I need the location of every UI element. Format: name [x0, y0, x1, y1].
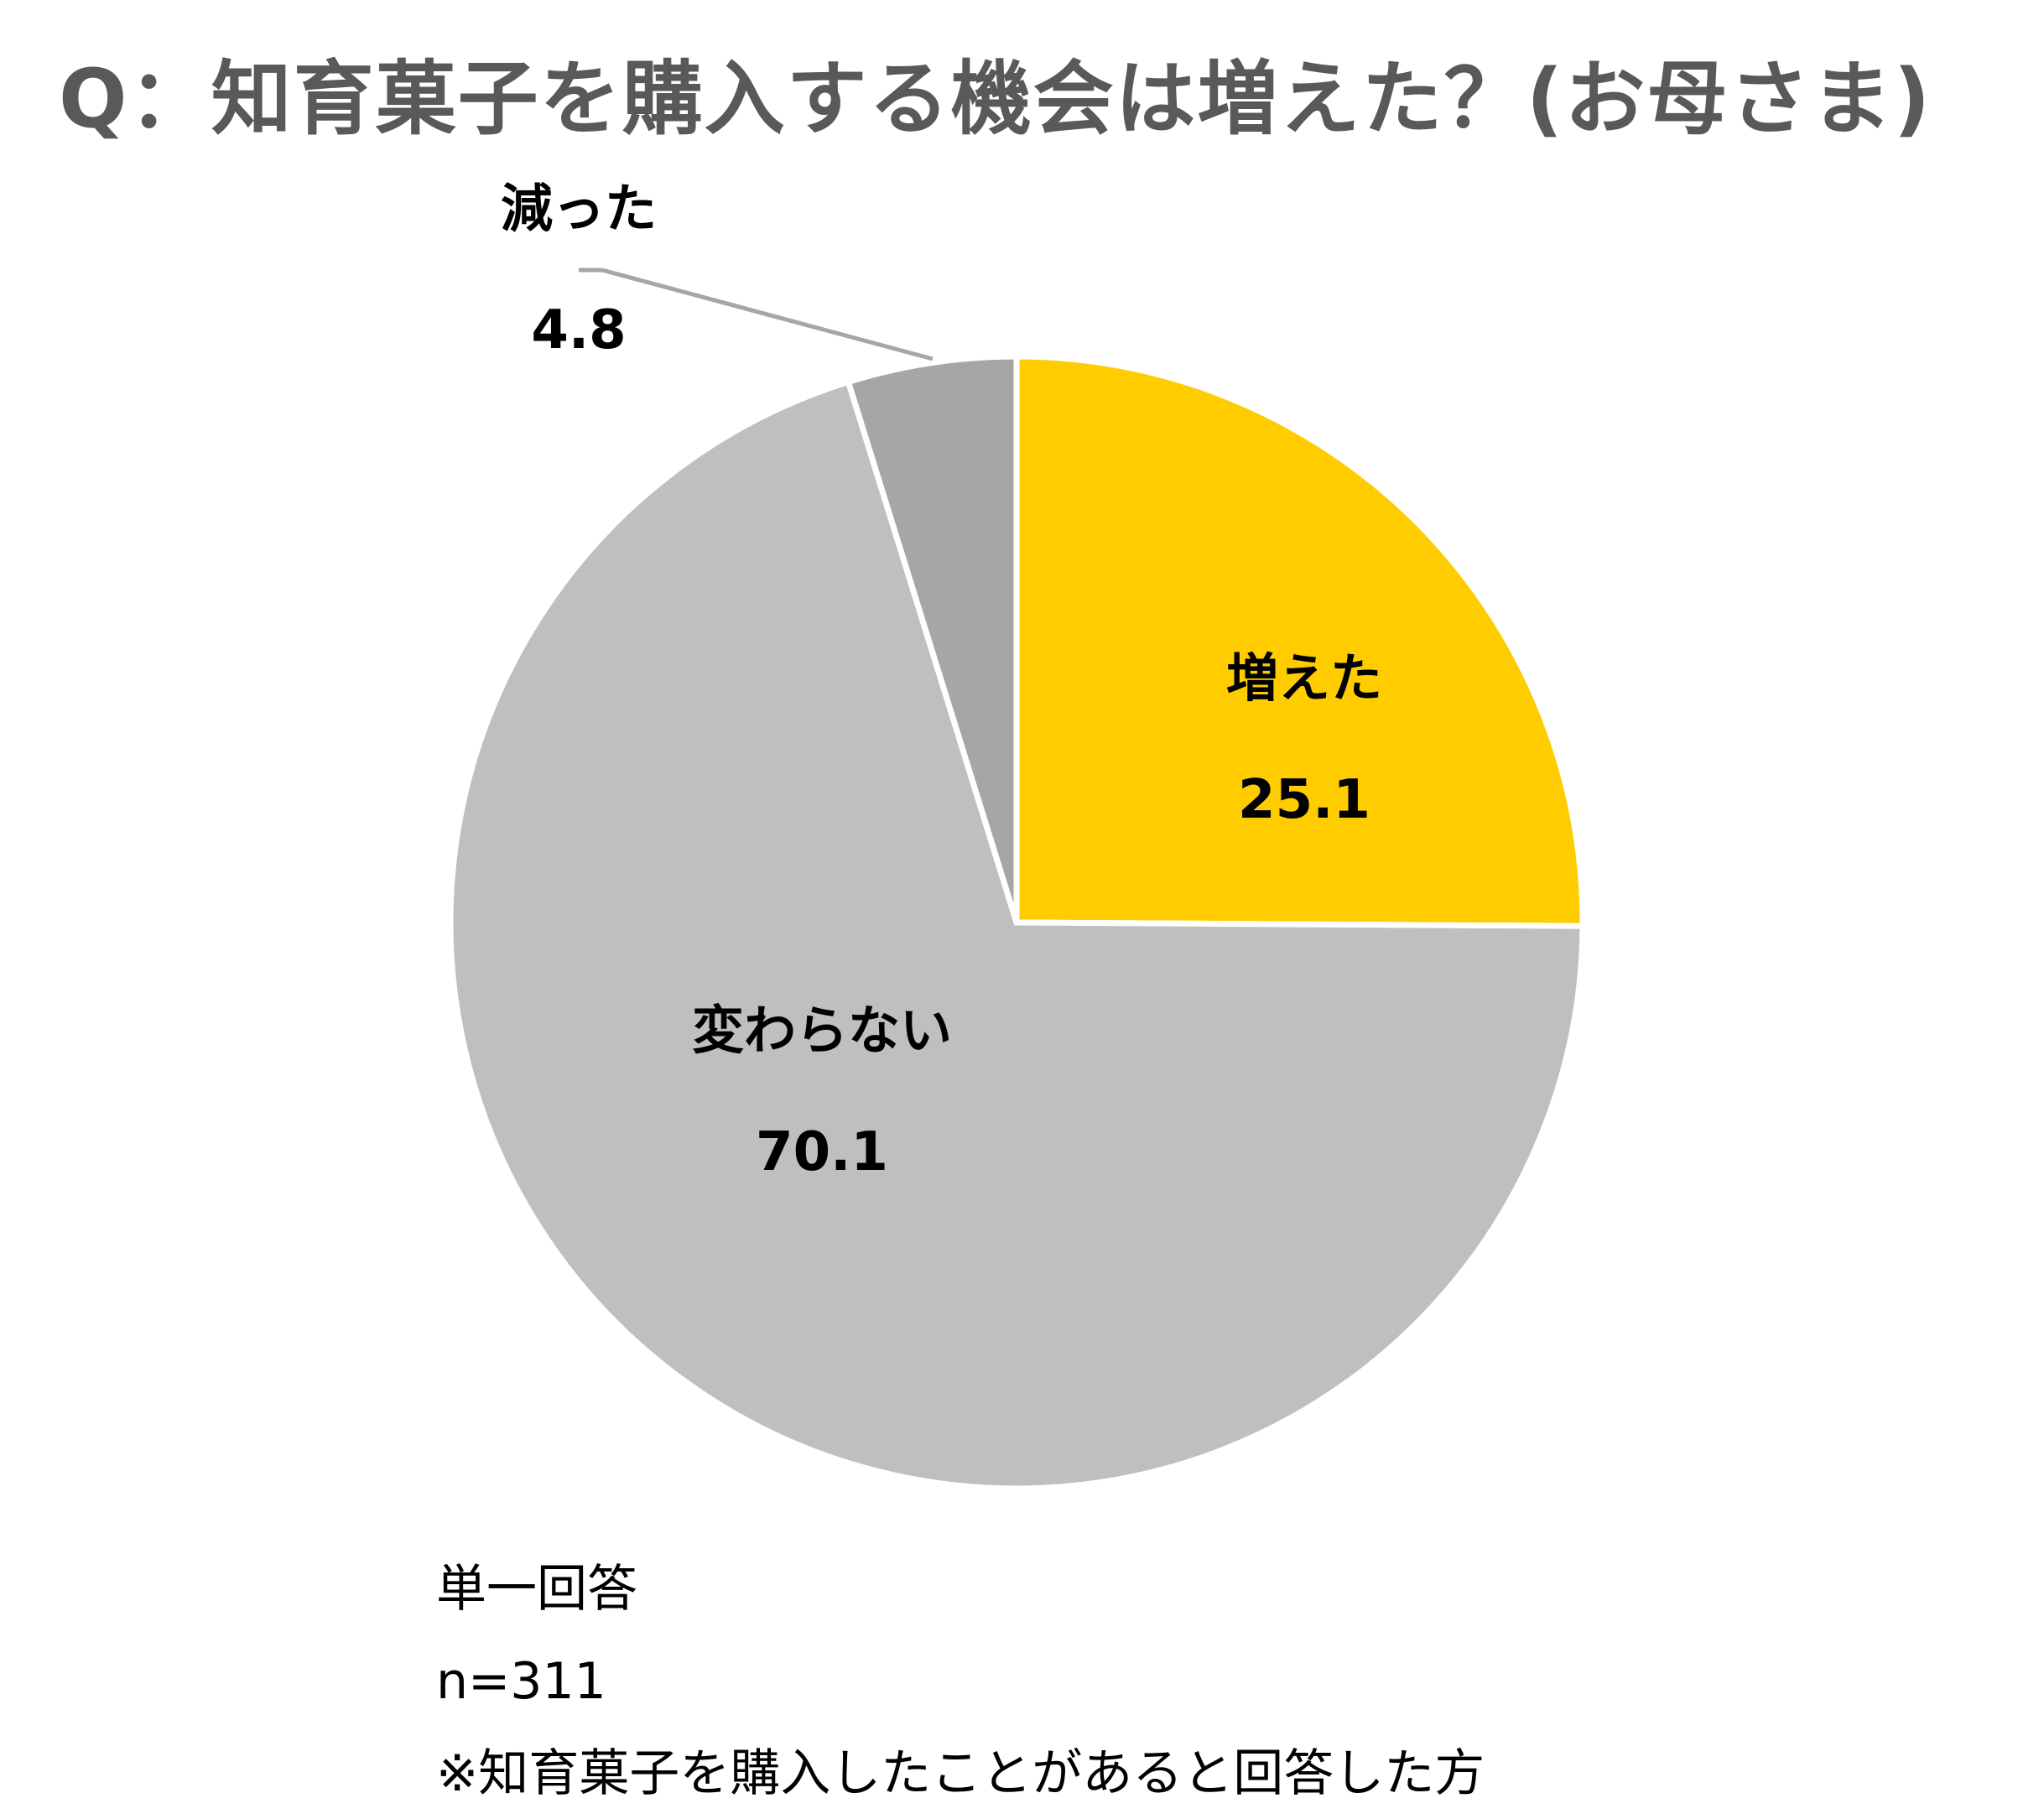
pie-labels: 増えた 25.1 変わらない 70.1 減った 4.8 — [501, 178, 1382, 1183]
slice-unchanged — [447, 378, 1586, 1492]
answer-type-note: 単一回答 — [436, 1560, 637, 1619]
slice-value-decreased: 4.8 — [531, 299, 626, 361]
chart-notes: 単一回答 n=311 ※知育菓子を購入したことがあると回答した方 — [436, 1543, 1485, 1819]
slice-label-increased: 増えた — [1226, 647, 1382, 709]
slice-value-unchanged: 70.1 — [756, 1121, 888, 1183]
footnote: ※知育菓子を購入したことがあると回答した方 — [436, 1744, 1485, 1803]
sample-size-note: n=311 — [436, 1652, 606, 1711]
slice-label-decreased: 減った — [501, 178, 657, 239]
slice-decreased — [845, 353, 1020, 924]
chart-title: Q：知育菓子を購入する機会は増えた？(お母さま) — [59, 52, 1932, 146]
slice-label-unchanged: 変わらない — [692, 1000, 952, 1061]
slice-value-increased: 25.1 — [1238, 769, 1370, 831]
pie-slices — [447, 353, 1586, 1492]
slice-increased — [1013, 353, 1586, 929]
leader-line-decreased — [601, 268, 934, 361]
